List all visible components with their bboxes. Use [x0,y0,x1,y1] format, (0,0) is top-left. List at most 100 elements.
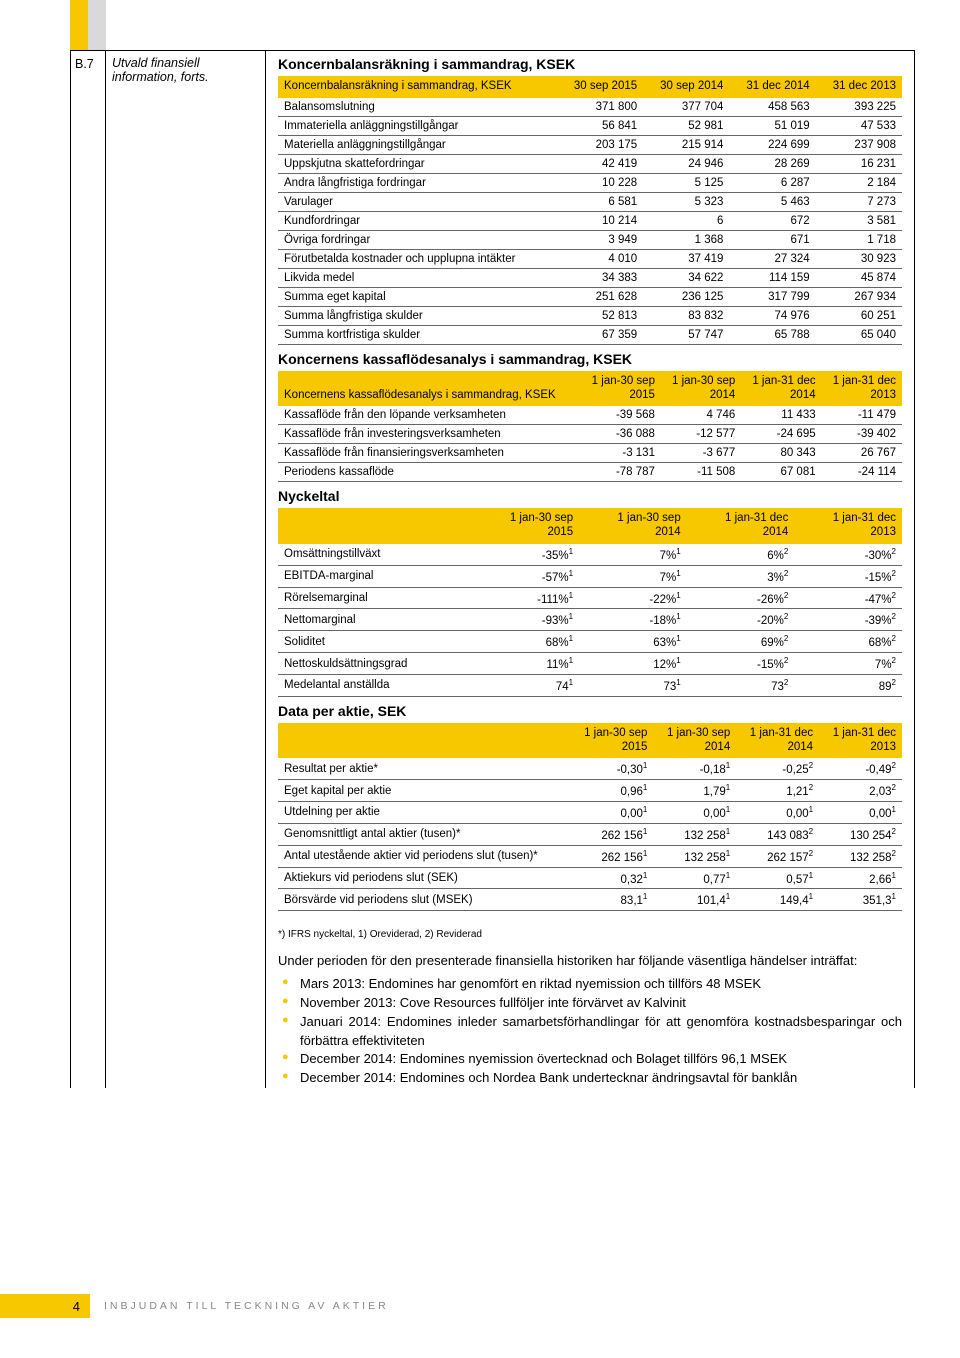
table-row: Andra långfristiga fordringar10 2285 125… [278,173,902,192]
table-cell: -0,181 [653,758,736,779]
table-row: Uppskjutna skattefordringar42 41924 9462… [278,154,902,173]
table-cell: 7%1 [579,565,687,587]
table-cell: 3 581 [816,211,902,230]
table-cell: 377 704 [643,98,729,117]
table-row: Summa långfristiga skulder52 81383 83274… [278,306,902,325]
table-cell: 892 [794,674,902,696]
table-cell: 6 581 [557,192,643,211]
table-cell: -35%1 [472,544,580,565]
table-cell: 732 [687,674,795,696]
table-cell: 60 251 [816,306,902,325]
table-cell: -39 568 [581,406,661,425]
table-cell: 215 914 [643,135,729,154]
table-cell: -3 677 [661,444,741,463]
table-cell: Nettomarginal [278,609,472,631]
table-cell: 10 214 [557,211,643,230]
table-row: Nettoskuldsättningsgrad11%112%1-15%27%2 [278,653,902,675]
table-row: Resultat per aktie*-0,301-0,181-0,252-0,… [278,758,902,779]
table-cell: 114 159 [729,268,815,287]
table-cell: 1 718 [816,230,902,249]
table-row: Utdelning per aktie0,0010,0010,0010,001 [278,802,902,824]
table-cell: 393 225 [816,98,902,117]
table-cell: -24 695 [741,425,821,444]
table-cell: 0,001 [571,802,654,824]
table-cell: Kundfordringar [278,211,557,230]
table-cell: Utdelning per aktie [278,802,571,824]
section-title-line2: information, forts. [112,70,259,84]
table-cell: -0,492 [819,758,902,779]
ps-header-blank [278,723,571,759]
cf-header-label: Koncernens kassaflödesanalys i sammandra… [278,371,581,407]
table-cell: 0,001 [736,802,819,824]
table-row: Eget kapital per aktie0,9611,7911,2122,0… [278,780,902,802]
table-cell: -18%1 [579,609,687,631]
table-cell: Förutbetalda kostnader och upplupna intä… [278,249,557,268]
table-row: Nettomarginal-93%1-18%1-20%2-39%2 [278,609,902,631]
table-row: Aktiekurs vid periodens slut (SEK)0,3210… [278,867,902,889]
table-row: EBITDA-marginal-57%17%13%2-15%2 [278,565,902,587]
event-item: November 2013: Cove Resources fullföljer… [278,994,902,1013]
table-cell: 262 1561 [571,845,654,867]
table-cell: 7%1 [579,544,687,565]
table-cell: 4 010 [557,249,643,268]
table-row: Kassaflöde från investeringsverksamheten… [278,425,902,444]
table-cell: 52 813 [557,306,643,325]
table-cell: 262 1561 [571,823,654,845]
table-cell: 1 368 [643,230,729,249]
table-cell: 0,571 [736,867,819,889]
table-cell: 11 433 [741,406,821,425]
table-row: Immateriella anläggningstillgångar56 841… [278,116,902,135]
events-intro: Under perioden för den presenterade fina… [278,952,902,971]
table-cell: Periodens kassaflöde [278,463,581,482]
table-row: Genomsnittligt antal aktier (tusen)*262 … [278,823,902,845]
table-cell: 3%2 [687,565,795,587]
table-cell: -39 402 [822,425,902,444]
bs-header-label: Koncernbalansräkning i sammandrag, KSEK [278,76,557,98]
table-cell: Kassaflöde från investeringsverksamheten [278,425,581,444]
table-cell: -11 508 [661,463,741,482]
table-cell: 1,212 [736,780,819,802]
table-cell: 45 874 [816,268,902,287]
table-row: Övriga fordringar3 9491 3686711 718 [278,230,902,249]
table-row: Rörelsemarginal-111%1-22%1-26%2-47%2 [278,587,902,609]
footer-text: INBJUDAN TILL TECKNING AV AKTIER [90,1300,389,1312]
table-row: Kassaflöde från den löpande verksamheten… [278,406,902,425]
table-cell: 37 419 [643,249,729,268]
table-cell: 6%2 [687,544,795,565]
table-cell: 262 1572 [736,845,819,867]
cf-col-0: 1 jan-30 sep2015 [581,371,661,407]
table-cell: 0,001 [819,802,902,824]
table-cell: Rörelsemarginal [278,587,472,609]
table-cell: 56 841 [557,116,643,135]
table-cell: -26%2 [687,587,795,609]
ratios-table: 1 jan-30 sep2015 1 jan-30 sep2014 1 jan-… [278,508,902,696]
table-cell: -36 088 [581,425,661,444]
footnote: *) IFRS nyckeltal, 1) Oreviderad, 2) Rev… [278,929,902,940]
r-col-1: 1 jan-30 sep2014 [579,508,687,544]
table-cell: -24 114 [822,463,902,482]
table-cell: Börsvärde vid periodens slut (MSEK) [278,889,571,911]
events-list: Mars 2013: Endomines har genomfört en ri… [278,975,902,1088]
table-cell: 80 343 [741,444,821,463]
table-cell: 24 946 [643,154,729,173]
table-cell: 130 2542 [819,823,902,845]
table-row: Antal utestående aktier vid periodens sl… [278,845,902,867]
bs-col-1: 30 sep 2014 [643,76,729,98]
section-code: B.7 [75,57,94,71]
table-cell: -20%2 [687,609,795,631]
table-cell: Summa långfristiga skulder [278,306,557,325]
table-cell: EBITDA-marginal [278,565,472,587]
table-cell: Resultat per aktie* [278,758,571,779]
table-cell: 65 788 [729,325,815,344]
table-cell: 12%1 [579,653,687,675]
top-stripe-grey [88,0,106,50]
table-cell: 741 [472,674,580,696]
table-cell: Summa eget kapital [278,287,557,306]
top-stripe-yellow [70,0,88,50]
table-row: Kassaflöde från finansieringsverksamhete… [278,444,902,463]
table-cell: Balansomslutning [278,98,557,117]
table-cell: -30%2 [794,544,902,565]
table-cell: -39%2 [794,609,902,631]
section-title-cell: Utvald finansiell information, forts. [106,50,266,1088]
table-cell: Antal utestående aktier vid periodens sl… [278,845,571,867]
